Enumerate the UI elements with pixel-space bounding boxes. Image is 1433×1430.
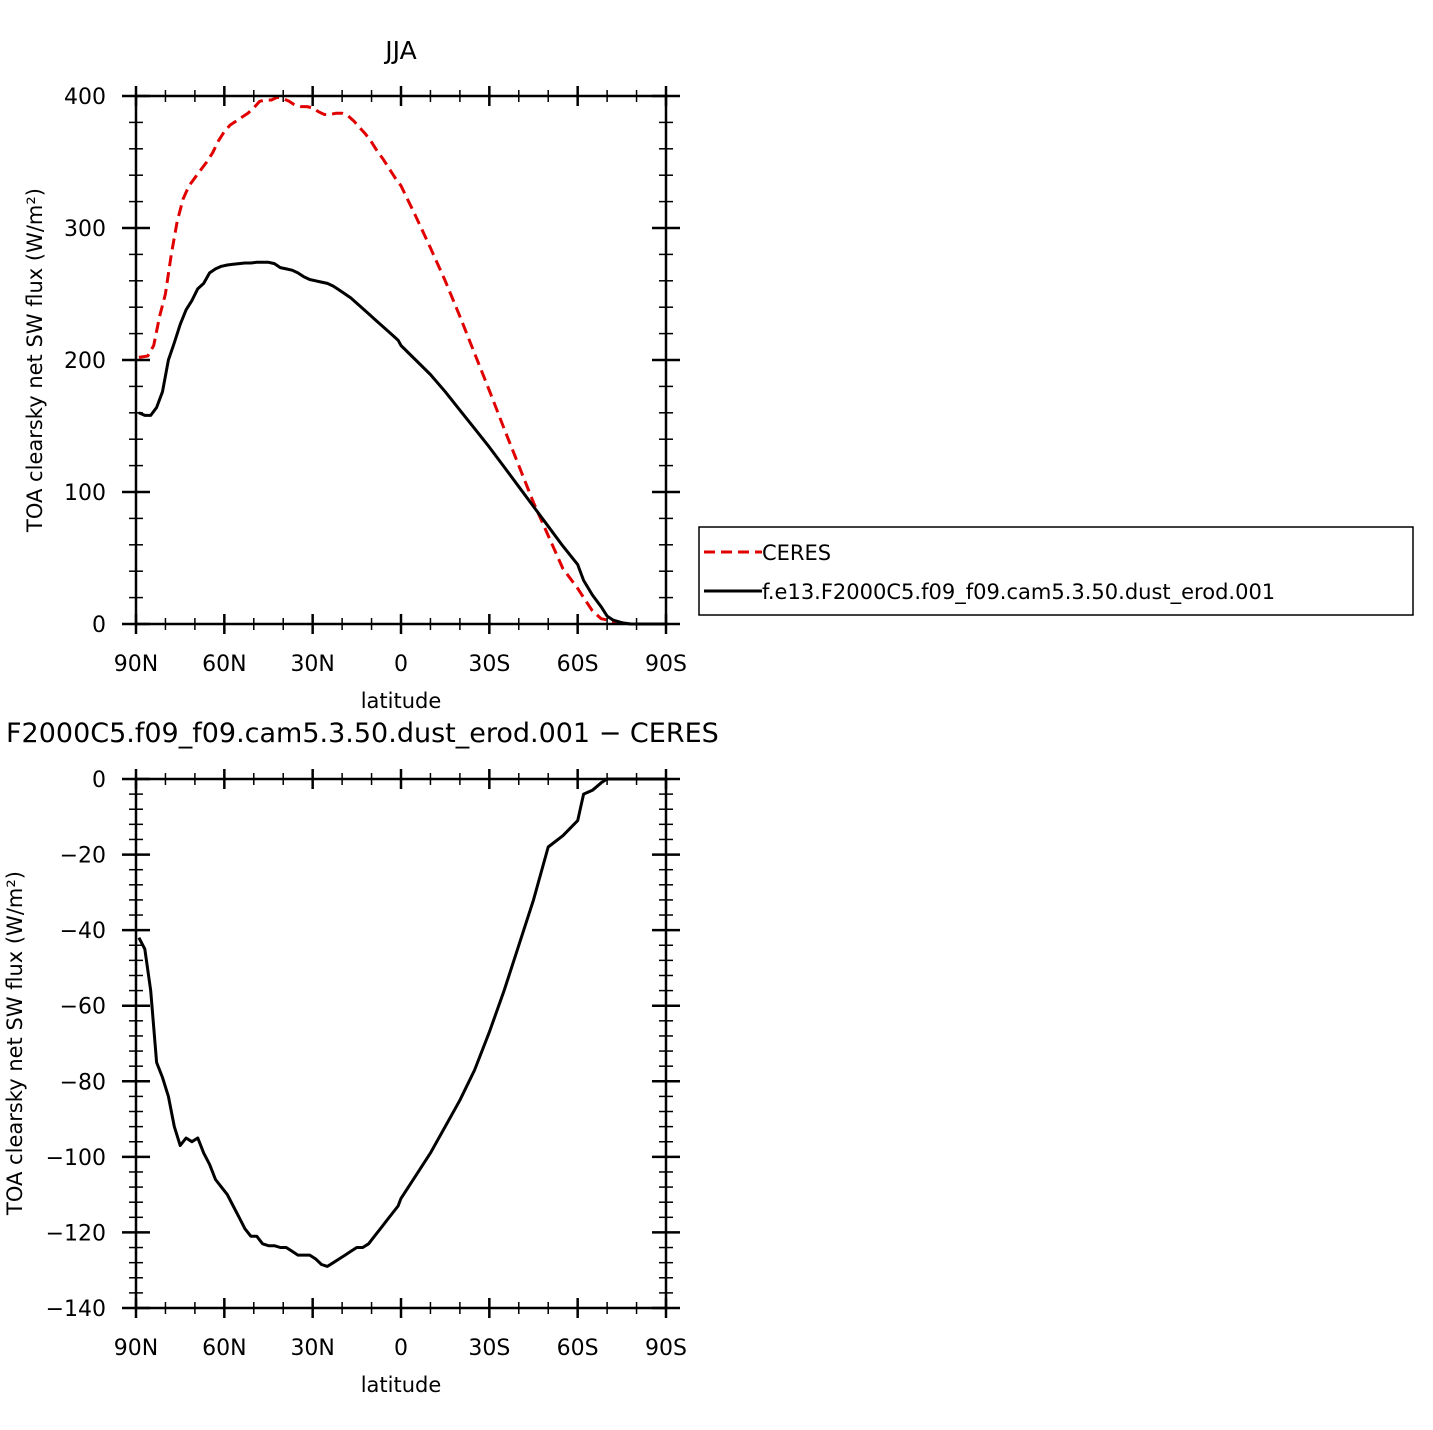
- top-y-tick-label: 200: [64, 349, 106, 374]
- bottom-panel: F2000C5.f09_f09.cam5.3.50.dust_erod.001 …: [3, 718, 719, 1397]
- bottom-y-tick-label: 0: [92, 768, 106, 793]
- top-y-tick-label: 400: [64, 85, 106, 110]
- top-series-group: [138, 95, 666, 626]
- bottom-series-line-0: [137, 777, 666, 1268]
- top-x-tick-label: 30S: [468, 652, 510, 677]
- bottom-y-axis-label: TOA clearsky net SW flux (W/m²): [3, 871, 27, 1216]
- top-x-tick-label: 60S: [557, 652, 599, 677]
- top-y-tick-label: 100: [64, 481, 106, 506]
- bottom-y-tick-label: −20: [60, 844, 106, 869]
- bottom-x-tick-label: 30S: [468, 1336, 510, 1361]
- bottom-axis-ticks: 90N 60N 30N 0 30S 60S 90S −140 −120 −100 −80 −60 −40…: [46, 768, 687, 1361]
- top-y-axis-label: TOA clearsky net SW flux (W/m²): [23, 188, 47, 533]
- top-y-tick-label: 300: [64, 217, 106, 242]
- top-chart-title: JJA: [383, 36, 416, 65]
- top-plot-frame: [134, 94, 668, 626]
- bottom-x-tick-label: 90S: [645, 1336, 687, 1361]
- bottom-x-tick-label: 90N: [114, 1336, 158, 1361]
- bottom-y-tick-label: −80: [60, 1070, 106, 1095]
- top-series-line-0: [138, 95, 666, 626]
- bottom-chart-title: F2000C5.f09_f09.cam5.3.50.dust_erod.001 …: [6, 718, 719, 749]
- top-x-tick-label: 90N: [114, 652, 158, 677]
- bottom-x-tick-label: 30N: [290, 1336, 334, 1361]
- top-x-tick-label: 60N: [202, 652, 246, 677]
- top-x-tick-label: 30N: [290, 652, 334, 677]
- bottom-y-tick-label: −120: [46, 1221, 106, 1246]
- bottom-y-tick-label: −100: [46, 1146, 106, 1171]
- bottom-x-tick-label: 60N: [202, 1336, 246, 1361]
- bottom-series-group: [137, 777, 666, 1268]
- top-axis-ticks: 90N 60N 30N 0 30S 60S 90S 0 100 200 300 400: [64, 85, 687, 677]
- bottom-plot-frame: [134, 777, 668, 1310]
- top-series-line-1: [138, 260, 666, 626]
- top-x-axis-label: latitude: [361, 689, 442, 713]
- bottom-x-axis-label: latitude: [361, 1373, 442, 1397]
- bottom-y-tick-label: −40: [60, 919, 106, 944]
- legend-label-model: f.e13.F2000C5.f09_f09.cam5.3.50.dust_ero…: [762, 580, 1275, 605]
- top-x-tick-label: 90S: [645, 652, 687, 677]
- legend: CERES f.e13.F2000C5.f09_f09.cam5.3.50.du…: [698, 526, 1414, 616]
- legend-box: [698, 526, 1414, 616]
- top-x-tick-label: 0: [394, 652, 408, 677]
- bottom-x-tick-label: 0: [394, 1336, 408, 1361]
- legend-label-ceres: CERES: [762, 541, 831, 565]
- bottom-x-tick-label: 60S: [557, 1336, 599, 1361]
- top-panel: JJA TOA clearsky net SW flux (W/m²) lati…: [23, 36, 687, 713]
- bottom-y-tick-label: −140: [46, 1297, 106, 1322]
- bottom-y-tick-label: −60: [60, 995, 106, 1020]
- top-y-tick-label: 0: [92, 613, 106, 638]
